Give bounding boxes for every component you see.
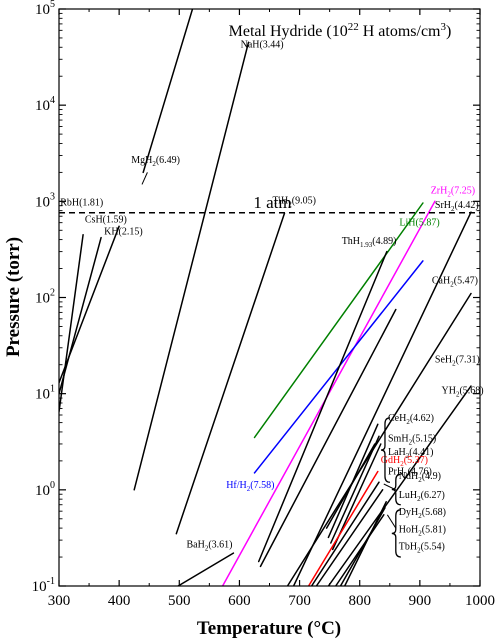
- series-label-dyh2: DyH2(5.68): [399, 507, 446, 520]
- y-axis-label: Pressure (torr): [3, 237, 24, 357]
- series-labels: MgH2(6.49) NaH(3.44) RbH(1.81) CsH(1.59)KH(…: [60, 39, 483, 554]
- series-label-nah-3-44-: NaH(3.44): [241, 39, 284, 50]
- y-tick-label: 104: [35, 95, 55, 114]
- y-tick-label: 105: [35, 0, 55, 18]
- leader-dy-ho-tb: [386, 514, 397, 529]
- series-line-csh: [59, 236, 102, 395]
- x-tick-label: 700: [288, 593, 311, 609]
- series-line-srh2: [292, 211, 472, 586]
- series-line-lih: [253, 202, 424, 439]
- x-tick-label: 900: [409, 593, 432, 609]
- x-tick-label: 400: [108, 593, 131, 609]
- y-tick-label: 10-1: [32, 576, 55, 595]
- series-label-hoh2: HoH2(5.81): [399, 525, 446, 538]
- series-line-dyh2: [334, 514, 385, 586]
- series-label-rbh-1-81-: RbH(1.81): [60, 198, 103, 209]
- chart-title: Metal Hydride (1022 H atoms/cm3): [229, 21, 452, 40]
- group-braces: [141, 172, 401, 558]
- series-label-lih-5-87-: LiH(5.87): [399, 218, 439, 229]
- series-line-gdh2: [307, 470, 379, 586]
- y-tick-label: 102: [35, 288, 55, 307]
- series-label-csh-1-59-: CsH(1.59): [85, 215, 127, 226]
- series-line-tih2: [175, 212, 286, 535]
- series-label-yh2: YH2(5.68): [442, 386, 484, 399]
- x-tick-label: 600: [228, 593, 251, 609]
- series-line-luh2: [315, 489, 384, 586]
- x-tick-label: 300: [48, 593, 71, 609]
- leader-nd-lu: [383, 483, 397, 491]
- series-label-thh1-93: ThH1.93(4.89): [342, 236, 397, 249]
- series-label-mgh2: MgH2(6.49): [131, 155, 180, 168]
- series-line-seh2: [286, 292, 472, 586]
- series-label-cah2: CaH2(5.47): [432, 275, 478, 288]
- series-line-cah2: [259, 308, 397, 568]
- x-tick-label: 1000: [465, 593, 495, 609]
- y-tick-label: 101: [35, 384, 55, 403]
- series-line-thh1-93: [257, 250, 388, 563]
- series-label-seh2: SeH2(7.31): [435, 355, 480, 368]
- plot-area: [59, 9, 480, 586]
- series-line-kh: [59, 225, 120, 384]
- x-tick-label: 500: [168, 593, 191, 609]
- brace-nd-lu: [391, 473, 401, 506]
- x-axis: 300 400 500 600 700 800 900 1000: [48, 9, 495, 609]
- series-line-ndh2: [310, 481, 380, 586]
- series-label-srh2: SrH2(4.42): [435, 200, 479, 213]
- series-label-tih2: TiH2(9.05): [273, 196, 316, 209]
- series-layer: [59, 9, 472, 586]
- one-atm-label: 1 atm: [253, 193, 291, 212]
- series-label-luh2: LuH2(6.27): [399, 490, 445, 503]
- x-tick-label: 800: [348, 593, 371, 609]
- series-line-nah: [133, 41, 250, 491]
- series-label-kh-2-15-: KH(2.15): [104, 227, 143, 238]
- series-label-lah2: LaH2(4.41): [388, 447, 433, 460]
- series-label-hf-h2: Hf/H2(7.58): [226, 480, 274, 493]
- series-line-yh2: [327, 385, 472, 586]
- series-line-bah2: [177, 552, 235, 586]
- series-label-gdh2: GdH2(5.37): [381, 455, 428, 468]
- series-label-ndh2: NdH2(4.9): [399, 471, 441, 484]
- series-label-tbh2: TbH2(5.54): [399, 541, 445, 554]
- series-line-rbh: [59, 233, 84, 413]
- y-tick-label: 100: [35, 480, 55, 499]
- y-axis: 10-1 100 101 102 103 104 105: [32, 0, 480, 595]
- series-line-lah2: [330, 435, 380, 544]
- x-axis-label: Temperature (°C): [197, 618, 341, 639]
- series-label-prh2: PrH2(4.76): [388, 466, 432, 479]
- series-label-zrh2: ZrH2(7.25): [431, 186, 475, 199]
- brace-dy-ho-tb: [391, 509, 401, 558]
- series-label-bah2: BaH2(3.61): [187, 540, 233, 553]
- leader-mgh2: [141, 172, 148, 185]
- series-line-mgh2: [142, 9, 194, 174]
- y-tick-label: 103: [35, 191, 55, 210]
- series-label-smh2: SmH2(5.15): [388, 433, 436, 446]
- series-line-tbh2: [343, 501, 387, 586]
- series-label-ceh2: CeH2(4.62): [388, 413, 434, 426]
- series-line-smh2: [327, 423, 379, 539]
